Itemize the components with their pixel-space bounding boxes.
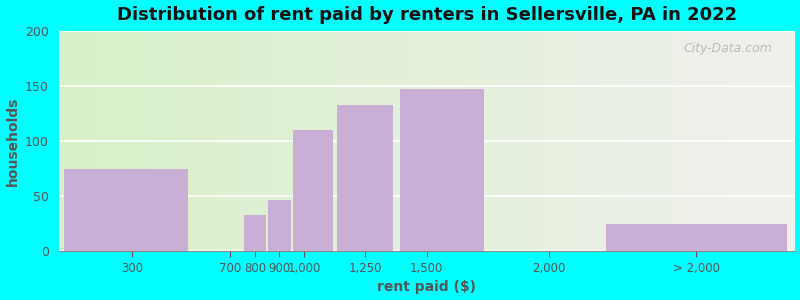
Bar (606, 224, 786, 251)
Bar (64, 169, 188, 251)
X-axis label: rent paid ($): rent paid ($) (377, 280, 476, 294)
Bar (399, 89, 484, 251)
Title: Distribution of rent paid by renters in Sellersville, PA in 2022: Distribution of rent paid by renters in … (117, 6, 737, 24)
Y-axis label: households: households (6, 96, 19, 186)
Bar (294, 130, 333, 251)
Bar (337, 105, 394, 251)
Bar (244, 215, 266, 251)
Text: City-Data.com: City-Data.com (683, 42, 772, 55)
Bar (268, 200, 290, 251)
